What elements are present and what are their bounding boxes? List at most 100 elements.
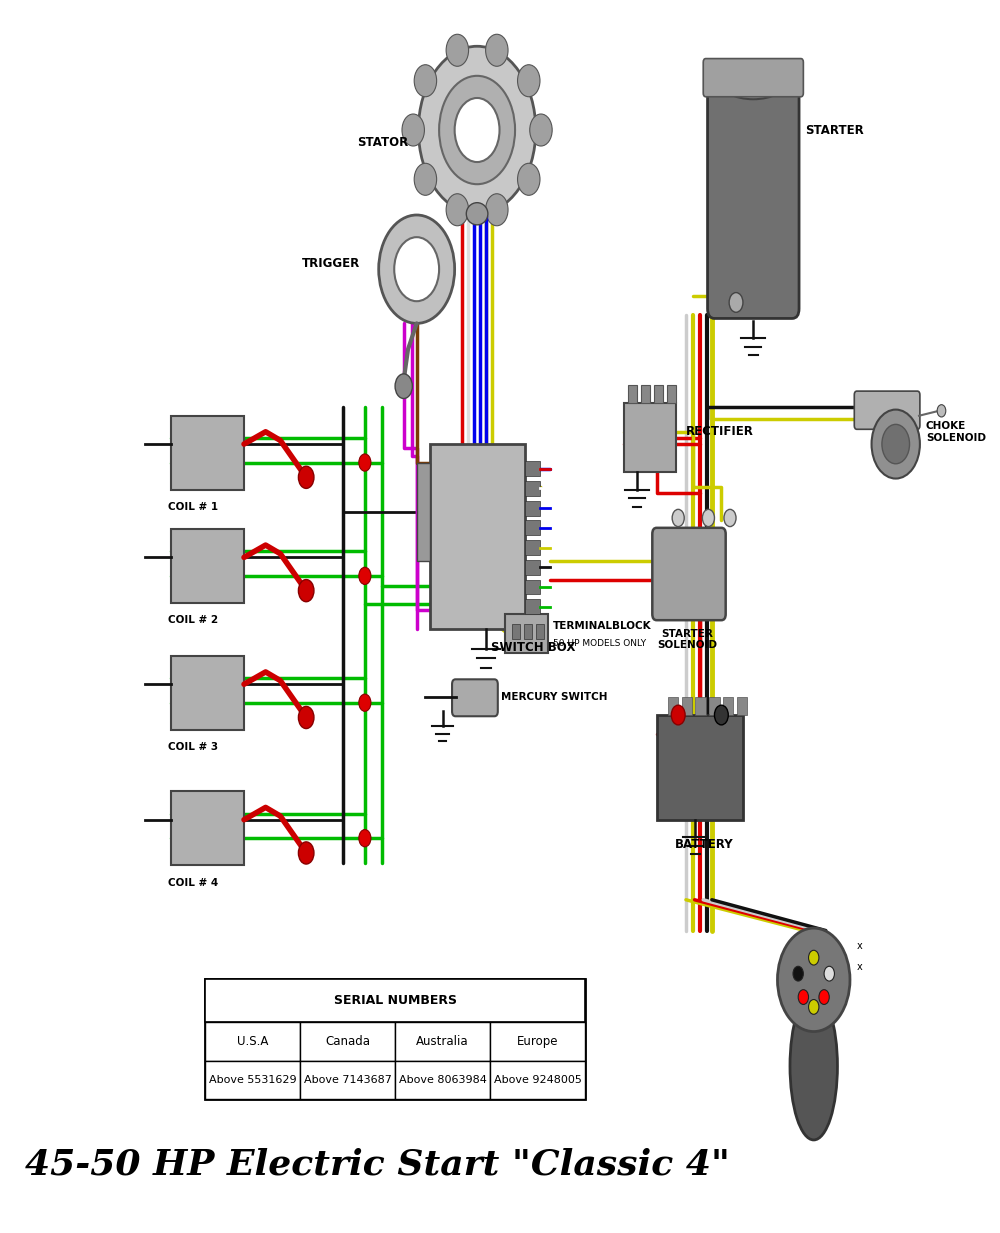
- Text: COIL # 2: COIL # 2: [168, 615, 218, 625]
- FancyBboxPatch shape: [171, 656, 244, 730]
- Circle shape: [418, 47, 536, 213]
- Text: 50 HP MODELS ONLY: 50 HP MODELS ONLY: [553, 639, 646, 649]
- Bar: [525, 560, 540, 575]
- Text: Australia: Australia: [416, 1034, 469, 1048]
- Text: U.S.A: U.S.A: [237, 1034, 268, 1048]
- Circle shape: [486, 35, 508, 67]
- Bar: [524, 624, 532, 639]
- FancyBboxPatch shape: [854, 391, 920, 429]
- Circle shape: [402, 113, 424, 145]
- Text: MERCURY SWITCH: MERCURY SWITCH: [501, 692, 608, 702]
- Text: Canada: Canada: [325, 1034, 370, 1048]
- Bar: [205, 1022, 300, 1060]
- Text: STATOR: STATOR: [357, 136, 408, 149]
- Circle shape: [882, 424, 910, 464]
- Text: RECTIFIER: RECTIFIER: [686, 425, 754, 438]
- Text: STARTER
SOLENOID: STARTER SOLENOID: [657, 629, 717, 651]
- Circle shape: [298, 842, 314, 864]
- Text: Above 5531629: Above 5531629: [209, 1075, 296, 1085]
- Bar: [512, 624, 520, 639]
- Text: COIL # 1: COIL # 1: [168, 502, 218, 512]
- Circle shape: [298, 466, 314, 488]
- Bar: [628, 385, 637, 403]
- Circle shape: [414, 64, 437, 96]
- Circle shape: [446, 194, 469, 226]
- Text: STARTER: STARTER: [805, 123, 864, 137]
- FancyBboxPatch shape: [171, 529, 244, 603]
- Bar: [525, 540, 540, 555]
- Circle shape: [298, 707, 314, 729]
- Circle shape: [359, 694, 371, 711]
- Circle shape: [530, 113, 552, 145]
- Text: Above 8063984: Above 8063984: [399, 1075, 486, 1085]
- Bar: [641, 385, 650, 403]
- Ellipse shape: [719, 63, 788, 99]
- Circle shape: [359, 567, 371, 584]
- Circle shape: [671, 705, 685, 725]
- Circle shape: [298, 580, 314, 602]
- FancyBboxPatch shape: [624, 403, 676, 472]
- Text: Above 7143687: Above 7143687: [304, 1075, 392, 1085]
- Circle shape: [446, 35, 469, 67]
- Bar: [490, 1060, 585, 1100]
- Circle shape: [819, 990, 829, 1005]
- FancyBboxPatch shape: [657, 715, 743, 820]
- Ellipse shape: [466, 202, 488, 224]
- Text: 45-50 HP Electric Start "Classic 4": 45-50 HP Electric Start "Classic 4": [25, 1148, 730, 1181]
- Bar: [205, 979, 585, 1022]
- Bar: [395, 1060, 490, 1100]
- Text: Europe: Europe: [517, 1034, 558, 1048]
- Bar: [205, 1060, 300, 1100]
- Bar: [682, 697, 692, 715]
- FancyBboxPatch shape: [452, 679, 498, 716]
- Circle shape: [872, 409, 920, 478]
- Circle shape: [395, 374, 412, 398]
- Circle shape: [486, 194, 508, 226]
- Bar: [395, 1022, 490, 1060]
- Bar: [417, 462, 430, 561]
- Bar: [536, 624, 544, 639]
- Bar: [667, 385, 676, 403]
- Circle shape: [672, 509, 684, 526]
- Bar: [525, 520, 540, 535]
- Circle shape: [809, 951, 819, 965]
- Text: SWITCH BOX: SWITCH BOX: [491, 641, 575, 655]
- Bar: [525, 501, 540, 515]
- Circle shape: [518, 163, 540, 195]
- Bar: [525, 481, 540, 496]
- Bar: [525, 461, 540, 476]
- FancyBboxPatch shape: [171, 416, 244, 490]
- Bar: [709, 697, 720, 715]
- Ellipse shape: [790, 993, 837, 1141]
- Circle shape: [809, 1000, 819, 1015]
- Text: CHOKE
SOLENOID: CHOKE SOLENOID: [926, 420, 986, 443]
- Circle shape: [724, 509, 736, 526]
- Circle shape: [729, 292, 743, 312]
- Circle shape: [793, 967, 803, 981]
- Bar: [668, 697, 678, 715]
- Bar: [205, 979, 585, 1100]
- Bar: [300, 1022, 395, 1060]
- Circle shape: [379, 215, 455, 323]
- Circle shape: [414, 163, 437, 195]
- Bar: [525, 580, 540, 594]
- Bar: [695, 697, 706, 715]
- Bar: [490, 1022, 585, 1060]
- FancyBboxPatch shape: [171, 792, 244, 866]
- Bar: [300, 1060, 395, 1100]
- Circle shape: [798, 990, 809, 1005]
- Circle shape: [455, 97, 500, 162]
- Text: SERIAL NUMBERS: SERIAL NUMBERS: [334, 994, 457, 1007]
- Circle shape: [359, 830, 371, 847]
- Text: BATTERY: BATTERY: [675, 838, 733, 851]
- Text: COIL # 4: COIL # 4: [168, 878, 218, 888]
- Circle shape: [937, 404, 946, 417]
- Circle shape: [439, 75, 515, 184]
- Circle shape: [824, 967, 834, 981]
- Circle shape: [777, 928, 850, 1032]
- Circle shape: [714, 705, 728, 725]
- Circle shape: [702, 509, 714, 526]
- Bar: [723, 697, 733, 715]
- FancyBboxPatch shape: [708, 76, 799, 318]
- Circle shape: [359, 454, 371, 471]
